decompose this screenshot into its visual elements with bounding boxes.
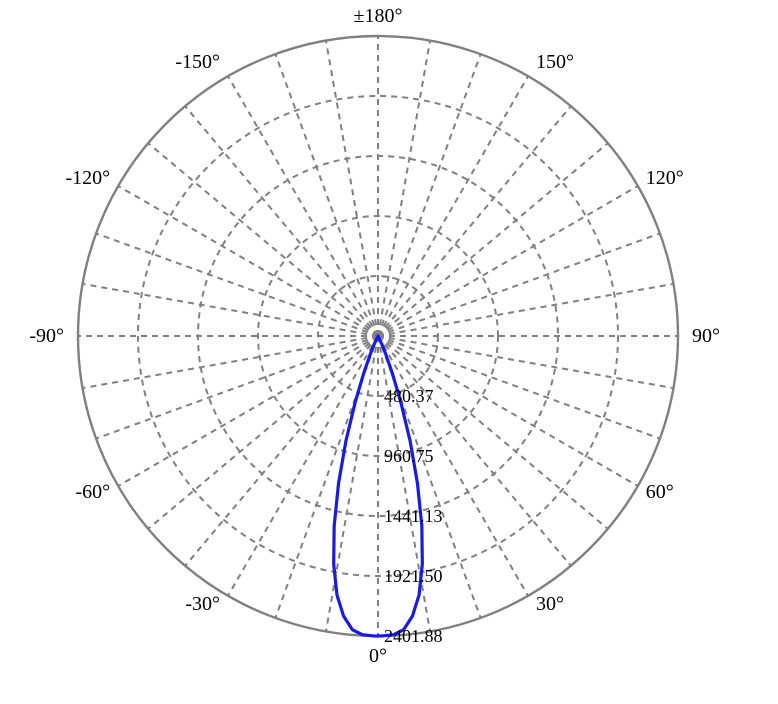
angle-label: ±180° — [354, 5, 403, 27]
angle-label: -90° — [29, 325, 64, 347]
spoke-line — [83, 336, 378, 388]
radial-value-label: 960.75 — [384, 446, 434, 466]
spoke-line — [118, 186, 378, 336]
radial-value-label: 480.37 — [384, 386, 434, 406]
spoke-line — [118, 336, 378, 486]
angle-label: -30° — [185, 593, 220, 615]
spoke-line — [326, 41, 378, 336]
spoke-line — [378, 336, 673, 388]
spoke-line — [228, 336, 378, 596]
angle-label: 30° — [536, 593, 564, 615]
spoke-line — [378, 284, 673, 336]
angle-label: 150° — [536, 51, 574, 73]
angle-label: -120° — [66, 167, 111, 189]
spoke-line — [378, 76, 528, 336]
angle-label: 0° — [369, 645, 387, 667]
spoke-line — [378, 336, 430, 631]
angle-label: 120° — [646, 167, 684, 189]
angle-label: -150° — [175, 51, 220, 73]
polar-chart: 480.37 960.75 1441.13 1921.50 2401.88 ±180° 15… — [0, 0, 778, 704]
angle-label: 60° — [646, 481, 674, 503]
radial-value-label: 2401.88 — [384, 626, 443, 646]
spoke-line — [228, 76, 378, 336]
angle-label: -60° — [76, 481, 111, 503]
spoke-line — [378, 41, 430, 336]
radial-value-label: 1921.50 — [384, 566, 443, 586]
spoke-line — [83, 284, 378, 336]
spoke-line — [378, 186, 638, 336]
radial-value-label: 1441.13 — [384, 506, 443, 526]
spoke-line — [326, 336, 378, 631]
angle-label: 90° — [692, 325, 720, 347]
